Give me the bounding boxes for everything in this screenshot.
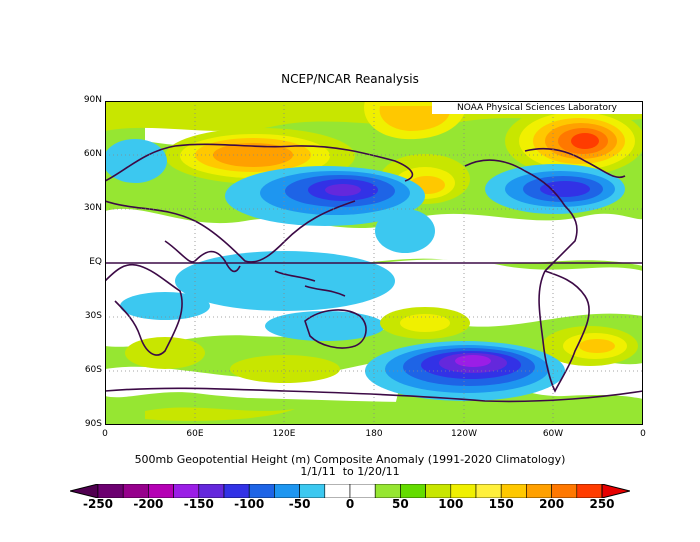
colorbar-swatch (526, 484, 552, 498)
colorbar-swatch (274, 484, 300, 498)
lon-label: 180 (365, 429, 383, 439)
caption-line-1: 500mb Geopotential Height (m) Composite … (134, 453, 566, 466)
graticule (105, 101, 643, 425)
colorbar-swatch (400, 484, 426, 498)
coastlines (105, 143, 643, 403)
map-canvas (105, 101, 643, 425)
map-frame (105, 101, 643, 425)
colorbar-swatch (299, 484, 326, 498)
colorbar-tick-label: 0 (345, 497, 355, 511)
anomaly-map (105, 101, 643, 425)
colorbar-swatch (349, 484, 376, 498)
colorbar-tick-label: 200 (539, 497, 565, 511)
colorbar-swatch (198, 484, 225, 498)
colorbar-swatch (500, 484, 527, 498)
colorbar-tick-label: -200 (133, 497, 164, 511)
colorbar-tick-label: 50 (392, 497, 409, 511)
colorbar-tick-label: -150 (183, 497, 214, 511)
colorbar-tick-label: -100 (234, 497, 265, 511)
colorbar-swatch (324, 484, 351, 498)
lat-label: EQ (89, 257, 102, 267)
colorbar-swatch (223, 484, 250, 498)
lon-label: 120E (272, 429, 296, 439)
colorbar-tick-label: -250 (82, 497, 114, 511)
colorbar-swatch (173, 484, 200, 498)
lon-label: 60E (186, 429, 204, 439)
colorbar-tick-label: 150 (488, 497, 514, 511)
colorbar-swatch (148, 484, 174, 498)
colorbar-under-triangle (70, 484, 99, 498)
colorbar-swatch (551, 484, 578, 498)
lon-label: 120W (450, 429, 478, 439)
colorbar-swatch (475, 484, 502, 498)
colorbar-swatch (374, 484, 401, 498)
colorbar-swatch (576, 484, 603, 498)
lat-label: 60S (84, 365, 102, 375)
colorbar-swatch (425, 484, 452, 498)
colorbar (70, 484, 630, 498)
tropical-low (175, 251, 395, 311)
lat-label: 90N (83, 95, 102, 105)
lat-label: 90S (84, 419, 102, 429)
colorbar-tick-label: -50 (288, 497, 311, 511)
colorbar-swatch (450, 484, 477, 498)
colorbar-swatch (248, 484, 275, 498)
colorbar-tick-label: 100 (438, 497, 464, 511)
lon-label: 0 (640, 429, 646, 439)
anomaly-field (105, 101, 643, 425)
credit-label: NOAA Physical Sciences Laboratory (432, 102, 642, 114)
lat-label: 30S (84, 311, 102, 321)
neutral-north-subtropics (105, 208, 643, 269)
map-title: NCEP/NCAR Reanalysis (281, 72, 419, 86)
lat-label: 60N (83, 149, 102, 159)
colorbar-tick-label: 250 (589, 497, 615, 511)
lat-label: 30N (83, 203, 102, 213)
lon-label: 60W (542, 429, 564, 439)
colorbar-swatch (97, 484, 124, 498)
colorbar-over-triangle (601, 484, 630, 498)
colorbar-swatch (122, 484, 149, 498)
caption-line-2: 1/1/11 to 1/20/11 (300, 465, 400, 478)
lon-label: 0 (102, 429, 108, 439)
